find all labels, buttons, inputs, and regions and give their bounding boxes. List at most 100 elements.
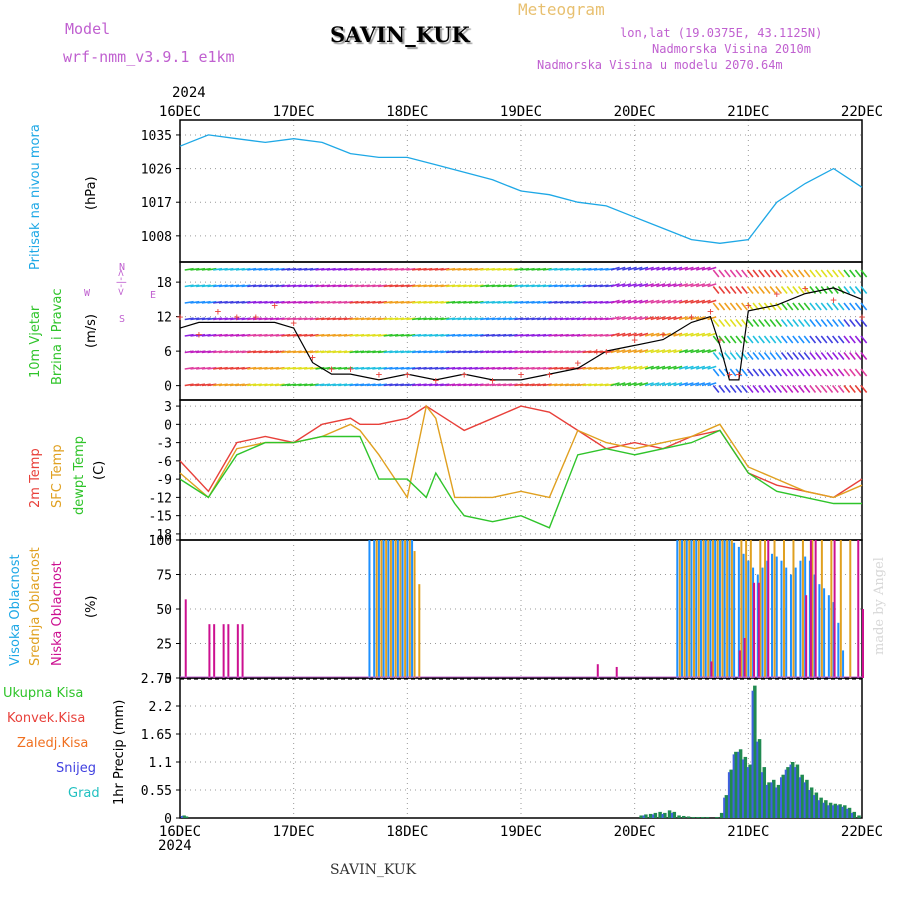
wind-barb [633,316,643,321]
y-tick-label: 0 [164,672,172,687]
wind-barb [576,350,586,354]
y-tick-label: 50 [156,603,172,618]
wind-barb [746,368,754,377]
wind-barb [797,319,805,328]
wind-barb [593,267,603,271]
wind-barb [673,266,683,271]
wind-barb [542,317,552,321]
wind-barb [548,350,558,354]
wind-barb [508,267,518,271]
wind-barb [724,286,731,295]
wind-barb [854,319,862,328]
wind-barb [593,300,603,304]
wind-barb [184,383,194,387]
wind-barb [258,333,268,337]
wind-barb [241,267,251,271]
wind-barb [588,383,598,387]
wind-gust-mark: + [252,311,259,324]
precip-bar-total [781,774,785,818]
temp-2m-line [179,405,863,499]
wind-gust-mark: + [707,305,714,318]
wind-barb [758,335,765,344]
wind-barb [593,366,603,370]
wind-barb [428,300,439,304]
wind-barb [292,317,302,321]
wind-barb [593,284,603,288]
wind-barb [349,383,359,387]
wind-gust-mark: + [309,351,316,364]
wind-barb [814,269,822,278]
wind-barb [661,365,671,370]
wind-barb [195,284,206,288]
wind-barb [803,352,811,361]
precip-bar-total [672,811,677,818]
wind-barb [678,365,689,370]
wind-barb [400,333,410,337]
wind-barb [769,319,777,328]
precip-bar-total [772,779,776,818]
wind-barb [218,267,228,271]
sfc-temp-line [179,404,863,500]
cloud-bar-low [757,582,760,678]
wind-barb [826,352,834,361]
wind-barb [695,266,706,271]
wind-barb [218,284,228,288]
wind-barb [548,267,558,271]
cloud-bar-mid [683,540,686,678]
wind-barb [332,284,342,288]
wind-barb [349,267,359,271]
wind-barb [843,385,851,394]
wind-barb [275,333,285,337]
wind-barb [389,317,399,321]
wind-barb [582,267,592,271]
wind-barb [377,383,387,387]
wind-barb [451,317,461,321]
cloud-bar-mid [759,540,762,678]
wind-barb [548,284,558,288]
wind-barb [440,366,450,370]
wind-barb [849,352,856,361]
wind-barb [673,365,683,370]
wind-barb [622,316,632,321]
wind-barb [837,286,845,295]
wind-barb [252,350,262,354]
wind-barb [627,332,637,337]
wind-barb [576,300,586,304]
wind-gust-mark: + [726,368,733,381]
wind-barb [451,267,461,271]
wind-barb [622,365,632,370]
wind-barb [843,269,851,278]
wind-barb [622,283,632,288]
wind-barb [616,332,626,337]
wind-barb [423,350,433,354]
wind-barb [377,300,387,304]
wind-barb [281,267,291,271]
wind-barb [576,284,586,288]
wind-barb [366,284,376,288]
wind-barb [275,284,285,288]
y-tick-label: 1008 [141,230,172,245]
cloud-bar-high [785,567,788,678]
wind-barb [446,267,456,271]
wind-barb [309,284,319,288]
precip-bar-total [790,762,795,818]
wind-barb [491,366,501,370]
wind-barb [286,267,297,271]
wind-barb [837,368,845,377]
wind-barb [360,333,370,337]
wind-barb [650,332,660,337]
wind-barb [786,302,794,311]
cloud-bar-mid [418,584,421,678]
wind-gust-mark: + [489,374,496,387]
wind-barb [519,300,530,304]
legend-snow: Snijeg [56,761,96,776]
wind-barb [264,300,274,304]
wind-barb [701,299,711,304]
precip-bar-total [677,815,681,818]
wind-barb [746,319,754,328]
wind-barb [224,383,234,387]
precip-bar-total [658,811,662,818]
cloud-bar-high [387,540,390,678]
wind-barb [241,383,251,387]
wind-barb [491,350,501,354]
